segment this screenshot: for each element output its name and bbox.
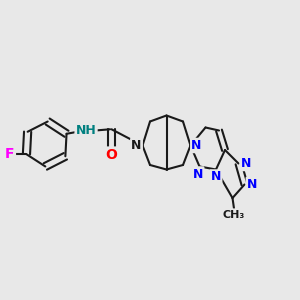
Text: N: N <box>131 139 142 152</box>
Text: N: N <box>247 178 257 191</box>
Text: CH₃: CH₃ <box>223 209 245 220</box>
Text: N: N <box>241 157 251 170</box>
Text: N: N <box>211 170 221 184</box>
Text: O: O <box>106 148 118 162</box>
Text: N: N <box>193 167 203 181</box>
Text: NH: NH <box>76 124 96 137</box>
Text: N: N <box>191 139 202 152</box>
Text: F: F <box>5 147 15 161</box>
